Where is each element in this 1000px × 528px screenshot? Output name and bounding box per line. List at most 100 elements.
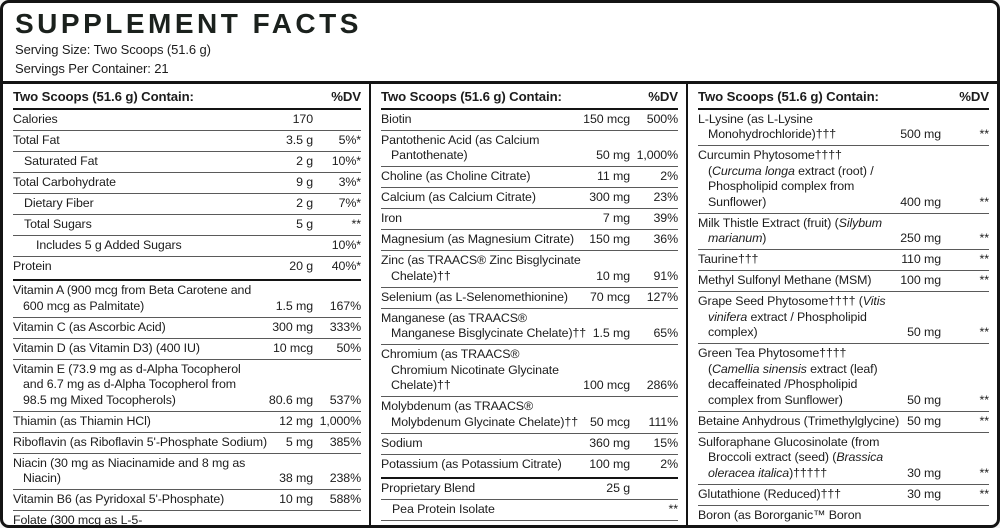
ingredient-dv: ** [979, 127, 990, 142]
table-row: Folate (300 mcg as L-5-Methyltetrahydrof… [13, 511, 361, 528]
table-row: Chromium (as TRAACS® Chromium Nicotinate… [381, 345, 678, 398]
ingredient-name: Vitamin B6 (as Pyridoxal 5'-Phosphate) [13, 492, 225, 507]
ingredient-amount: 400 mg [900, 194, 941, 209]
table-row: Vitamin A (900 mcg from Beta Carotene an… [13, 281, 361, 318]
ingredient-name: Boron (as Bororganic™ Boron Glycinate Co… [698, 507, 862, 525]
ingredient-dv: 2% [660, 169, 678, 184]
ingredient-amount: 30 mg [907, 486, 941, 501]
ingredient-dv: 10%* [331, 153, 361, 168]
ingredient-amount: 300 mg [589, 190, 630, 205]
ingredient-name: Folate (300 mcg as L-5-Methyltetrahydrof… [13, 513, 143, 528]
ingredient-name: Saturated Fat [24, 153, 98, 168]
table-row: Rice Protein ** [381, 521, 678, 525]
ingredient-amount: 500 mg [900, 127, 941, 142]
ingredient-amount: 150 mcg [583, 111, 630, 126]
ingredient-amount: 3.5 g [285, 132, 313, 147]
ingredient-name: Glutathione (Reduced)††† [698, 486, 841, 501]
table-row: Selenium (as L-Selenomethionine) 70 mcg 12… [381, 288, 678, 309]
ingredient-dv: ** [979, 486, 990, 501]
ingredient-dv: 1,000% [319, 413, 362, 428]
table-row: Potassium (as Potassium Citrate) 100 mg 2% [381, 455, 678, 480]
ingredient-name: Taurine††† [698, 252, 759, 267]
table-row: Riboflavin (as Riboflavin 5'-Phosphate S… [13, 433, 361, 454]
rows-container: Biotin 150 mcg 500% Pantothenic Acid (as Ca… [381, 110, 679, 525]
ingredient-dv: 588% [329, 492, 361, 507]
rows-container: L-Lysine (as L-Lysine Monohydrochloride)… [698, 110, 989, 525]
ingredient-amount: 25 g [606, 481, 630, 496]
ingredient-name: Proprietary Blend [381, 481, 476, 496]
ingredient-name: Chromium (as TRAACS® Chromium Nicotinate… [381, 347, 559, 393]
ingredient-name: Riboflavin (as Riboflavin 5'-Phosphate S… [13, 434, 267, 449]
column-header-label: Two Scoops (51.6 g) Contain: [381, 88, 562, 104]
ingredient-name: Vitamin C (as Ascorbic Acid) [13, 319, 166, 334]
table-row: Thiamin (as Thiamin HCl) 12 mg 1,000% [13, 412, 361, 433]
ingredient-amount: 30 mg [907, 465, 941, 480]
ingredient-amount: 1.5 mg [275, 298, 313, 313]
ingredient-amount: 12 mg [279, 413, 313, 428]
ingredient-name: Vitamin A (900 mcg from Beta Carotene an… [13, 283, 252, 313]
table-row: Taurine††† 110 mg ** [698, 250, 989, 272]
table-row: Saturated Fat 2 g 10%* [13, 152, 361, 173]
ingredient-amount: 100 mg [900, 273, 941, 288]
table-row: Glutathione (Reduced)††† 30 mg ** [698, 485, 989, 506]
table-row: Manganese (as TRAACS® Manganese Bisglyci… [381, 309, 678, 346]
ingredient-amount: 250 mg [900, 231, 941, 246]
ingredient-dv: 2% [660, 456, 678, 471]
ingredient-dv: 39% [653, 211, 679, 226]
ingredient-name: Manganese (as TRAACS® Manganese Bisglyci… [381, 310, 587, 341]
column-header: Two Scoops (51.6 g) Contain: %DV [698, 84, 989, 110]
ingredient-amount: 11 mg [596, 169, 630, 184]
ingredient-amount: 2 g [296, 153, 313, 168]
ingredient-amount: 70 mcg [589, 289, 630, 304]
ingredient-amount: 100 mcg [888, 523, 941, 525]
ingredient-name: Methyl Sulfonyl Methane (MSM) [698, 273, 872, 288]
ingredient-dv: 333% [329, 319, 361, 334]
ingredient-name: Green Tea Phytosome†††† (Camellia sinens… [698, 346, 878, 407]
ingredient-dv: 91% [653, 268, 679, 283]
ingredient-dv: 23% [653, 190, 679, 205]
ingredient-dv: 10%* [331, 237, 361, 252]
table-row: Iron 7 mg 39% [381, 209, 679, 231]
page-title: SUPPLEMENT FACTS [15, 8, 362, 39]
rows-container: Calories 170 Total Fat 3.5 g 5%* Saturated Fa… [13, 110, 362, 528]
ingredient-name: Vitamin E (73.9 mg as d-Alpha Tocopherol… [13, 361, 241, 407]
ingredient-name: Iron [381, 211, 402, 226]
ingredient-amount: 50 mg [907, 392, 941, 407]
ingredient-name: L-Lysine (as L-Lysine Monohydrochloride)… [698, 111, 837, 142]
ingredient-name: Includes 5 g Added Sugars [36, 237, 182, 252]
ingredient-amount: 9 g [296, 174, 313, 189]
ingredient-amount: 20 g [289, 258, 313, 273]
servings-per-container-text: Servings Per Container: 21 [15, 60, 169, 76]
ingredient-name: Niacin (30 mg as Niacinamide and 8 mg as… [13, 455, 246, 486]
ingredient-dv: 537% [329, 392, 361, 407]
ingredient-amount: 50 mg [907, 413, 941, 428]
column-header-label: Two Scoops (51.6 g) Contain: [13, 88, 194, 104]
ingredient-name: Betaine Anhydrous (Trimethylglycine) [698, 413, 900, 428]
ingredient-dv: 5%* [338, 132, 362, 147]
ingredient-dv: 50% [336, 340, 362, 355]
table-row: Calcium (as Calcium Citrate) 300 mg 23% [381, 188, 679, 210]
facts-column-1: Two Scoops (51.6 g) Contain: %DV Calorie… [3, 84, 369, 528]
ingredient-dv: 127% [646, 289, 678, 304]
ingredient-name: Thiamin (as Thiamin HCl) [13, 413, 151, 428]
ingredient-dv: 36% [653, 232, 679, 247]
ingredient-dv: 15% [653, 435, 679, 450]
table-row: Pea Protein Isolate ** [381, 500, 678, 522]
table-row: Boron (as Bororganic™ Boron Glycinate Co… [698, 506, 989, 525]
table-row: Magnesium (as Magnesium Citrate) 150 mg 36… [381, 230, 679, 252]
ingredient-dv: 500% [646, 111, 678, 126]
ingredient-name: Total Fat [13, 132, 60, 147]
table-row: Vitamin E (73.9 mg as d-Alpha Tocopherol… [13, 360, 361, 412]
ingredient-dv: 385% [329, 434, 361, 449]
table-row: L-Lysine (as L-Lysine Monohydrochloride)… [698, 110, 989, 147]
table-row: Vitamin D (as Vitamin D3) (400 IU) 10 mcg… [13, 339, 361, 360]
table-row: Methyl Sulfonyl Methane (MSM) 100 mg ** [698, 271, 989, 293]
table-row: Includes 5 g Added Sugars 10%* [13, 236, 361, 257]
ingredient-name: Magnesium (as Magnesium Citrate) [381, 232, 575, 247]
ingredient-name: Selenium (as L-Selenomethionine) [381, 289, 568, 304]
ingredient-name: Pantothenic Acid (as Calcium Pantothenat… [381, 132, 540, 163]
table-row: Molybdenum (as TRAACS® Molybdenum Glycin… [381, 397, 678, 434]
label-header: SUPPLEMENT FACTS Serving Size: Two Scoop… [3, 3, 997, 77]
ingredient-amount: 80.6 mg [268, 392, 313, 407]
